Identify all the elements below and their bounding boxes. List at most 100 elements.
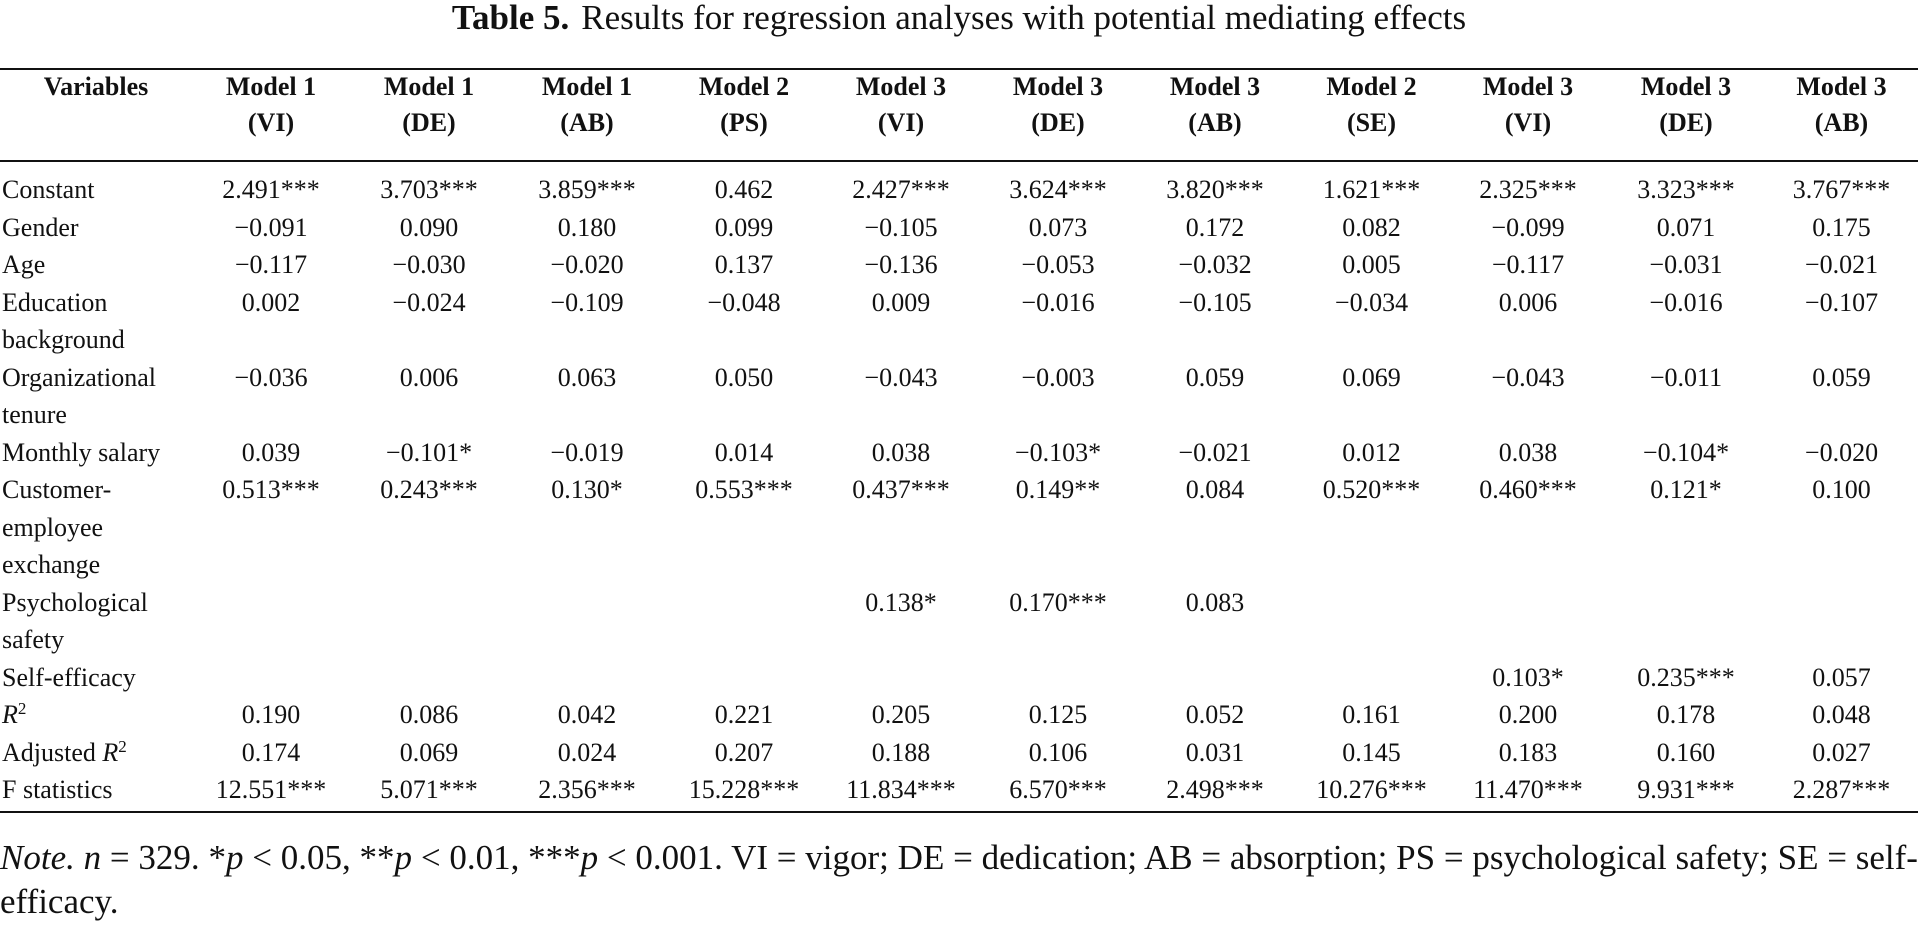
table-cell: 2.491*** (222, 175, 320, 204)
table-cell: 0.180 (557, 212, 617, 242)
table-cell: 0.106 (1028, 737, 1088, 767)
header-subscale: (AB) (560, 108, 614, 137)
table-cell: 0.059 (1812, 362, 1871, 392)
table-cell: 0.130* (551, 475, 623, 504)
row-label-line: Gender (2, 212, 79, 242)
header-model: Model 3 (1640, 72, 1732, 101)
row-label-line: Psychological (2, 587, 148, 617)
table-cell: 0.121* (1650, 475, 1722, 504)
row-label-line: Organizational (2, 362, 157, 392)
header-model: Model 3 (1012, 72, 1104, 101)
row-label: Gender (0, 209, 192, 247)
table-cell (1765, 584, 1918, 659)
table-cell (350, 659, 508, 697)
table-cell (1294, 659, 1449, 697)
table-row: Adjusted R2 0.174 0.069 0.024 0.207 0.188 0.10… (0, 734, 1918, 772)
table-cell: −0.103* (1014, 437, 1102, 467)
regression-table: Variables Model 1 (VI) Model 1 (DE) Model 1 (… (0, 69, 1918, 809)
table-cell: 2.287*** (1792, 775, 1891, 804)
table-cell: −0.020 (1804, 437, 1879, 467)
note-n-text: = 329. * (101, 838, 226, 877)
table-cell: −0.105 (1178, 287, 1252, 317)
table-cell (192, 659, 350, 697)
header-model: Model 1 (383, 72, 475, 101)
table-cell: 0.083 (1185, 587, 1245, 617)
note-p3: p (580, 838, 599, 877)
header-subscale: (VI) (877, 108, 925, 137)
table-cell: 0.073 (1028, 212, 1088, 242)
table-cell: 0.002 (241, 287, 301, 317)
table-cell: 0.006 (399, 362, 459, 392)
header-rule (0, 160, 1918, 162)
table-cell: 0.172 (1185, 212, 1245, 242)
table-cell: 0.200 (1498, 700, 1558, 729)
table-cell: 0.069 (1342, 362, 1401, 392)
table-cell (1607, 584, 1765, 659)
table-cell: 0.221 (714, 700, 774, 729)
table-cell: 11.834*** (846, 775, 956, 804)
table-row: R2 0.190 0.086 0.042 0.221 0.205 0.125 0.052 0.1… (0, 696, 1918, 734)
table-cell: 0.149** (1015, 475, 1101, 504)
header-subscale: (SE) (1346, 108, 1397, 137)
table-cell: −0.043 (1491, 362, 1565, 392)
table-cell (508, 584, 666, 659)
table-body: Constant 2.491*** 3.703*** 3.859*** 0.462 2.4… (0, 161, 1918, 809)
table-cell (192, 584, 350, 659)
table-cell: 0.174 (241, 737, 301, 767)
note-lead: Note. (0, 838, 75, 877)
table-row: Customer-employee exchange 0.513*** 0.243**… (0, 471, 1918, 584)
table-cell: 0.137 (714, 250, 774, 279)
row-label: Self-efficacy (0, 659, 192, 697)
header-subscale: (PS) (720, 108, 768, 137)
table-cell: −0.053 (1021, 250, 1095, 279)
table-cell: 0.090 (399, 212, 459, 242)
header-column: Model 2 (PS) (666, 69, 822, 161)
bottom-rule (0, 811, 1918, 813)
table-cell: 0.138* (865, 587, 937, 617)
table-cell: 0.009 (871, 287, 931, 317)
note-p1: p (225, 838, 244, 877)
table-cell: 0.071 (1656, 212, 1716, 242)
table-cell: 0.462 (714, 175, 774, 204)
table-cell: 0.145 (1342, 737, 1401, 767)
header-column: Model 1 (VI) (192, 69, 350, 161)
table-cell: −0.016 (1649, 287, 1723, 317)
table-cell: −0.105 (864, 212, 938, 242)
header-column: Model 3 (AB) (1765, 69, 1918, 161)
header-variables: Variables (43, 72, 149, 101)
header-column: Model 3 (DE) (1607, 69, 1765, 161)
row-label-line: safety (2, 625, 65, 654)
table-cell: 0.059 (1185, 362, 1245, 392)
note-p2: p (394, 838, 413, 877)
table-cell: 6.570*** (1009, 775, 1107, 804)
table-cell: 9.931*** (1637, 775, 1735, 804)
table-cell: 0.437*** (852, 475, 950, 504)
table-cell: −0.099 (1491, 212, 1565, 242)
row-label: Adjusted R2 (0, 734, 192, 772)
table-cell: 3.703*** (380, 175, 478, 204)
table-cell: −0.034 (1334, 287, 1409, 317)
table-cell (1136, 659, 1294, 697)
row-label-line: Education (2, 287, 108, 317)
r-squared-symbol: R (102, 737, 119, 767)
header-subscale: (AB) (1188, 108, 1242, 137)
table-cell: 0.052 (1185, 700, 1245, 729)
table-cell: 0.042 (557, 700, 617, 729)
table-cell (350, 584, 508, 659)
table-cell: 3.767*** (1792, 175, 1891, 204)
table-cell: 0.048 (1812, 700, 1871, 729)
note-t1: < 0.05, ** (243, 838, 395, 877)
table-note: Note. n = 329. *p < 0.05, **p < 0.01, **… (0, 836, 1918, 924)
row-label-line: exchange (2, 550, 101, 579)
header-subscale: (DE) (402, 108, 456, 137)
row-label: Customer-employee exchange (0, 471, 192, 584)
table-cell: −0.117 (234, 250, 308, 279)
table-cell: 0.027 (1812, 737, 1871, 767)
table-cell: 0.183 (1498, 737, 1558, 767)
row-label: Age (0, 246, 192, 284)
row-label-line: Customer- (2, 475, 112, 504)
r-squared-exponent: 2 (17, 699, 27, 718)
table-cell: 0.057 (1812, 662, 1871, 692)
table-cell: 0.103* (1492, 662, 1564, 692)
table-row: Gender −0.091 0.090 0.180 0.099 −0.105 0.073 0.… (0, 209, 1918, 247)
